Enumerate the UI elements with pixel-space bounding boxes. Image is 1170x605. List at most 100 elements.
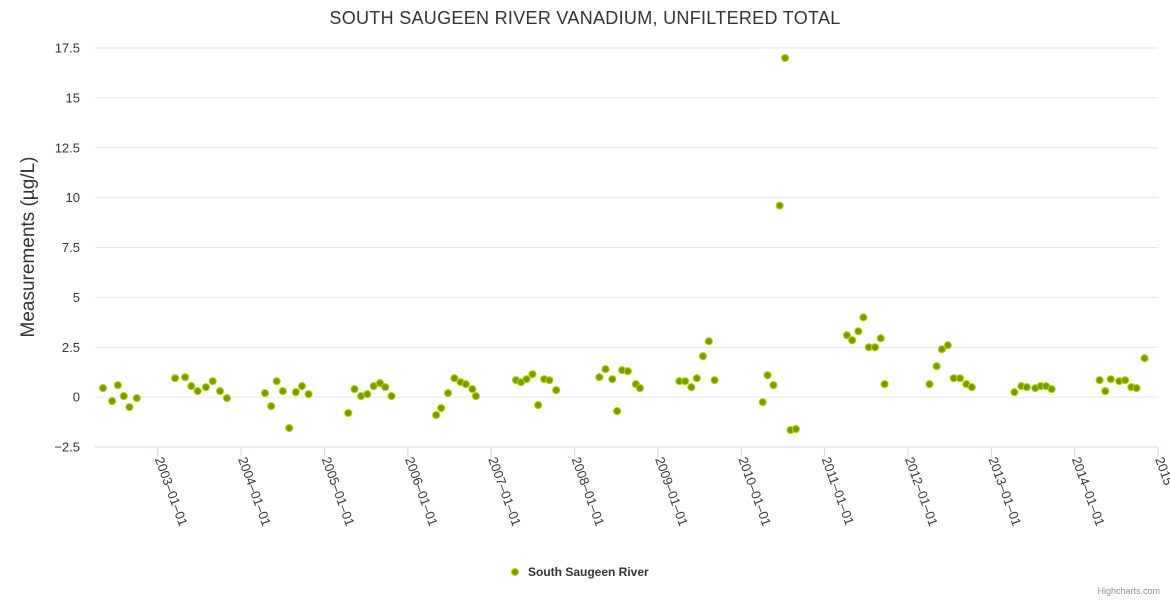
data-point[interactable] [854, 327, 863, 336]
data-point[interactable] [471, 392, 480, 401]
data-point[interactable] [758, 398, 767, 407]
data-point[interactable] [437, 403, 446, 413]
data-point[interactable] [125, 403, 134, 412]
data-point[interactable] [534, 401, 543, 410]
data-point[interactable] [859, 313, 868, 322]
data-point[interactable] [260, 389, 270, 398]
data-point[interactable] [681, 377, 690, 386]
y-axis-ticks: −2.5 0 2.5 5 7.5 10 12.5 15 17.5 [54, 41, 80, 455]
data-point[interactable] [608, 375, 617, 384]
data-point[interactable] [842, 331, 852, 340]
data-point[interactable] [432, 410, 441, 420]
data-point[interactable] [208, 377, 217, 386]
data-point[interactable] [297, 382, 307, 391]
credits-link[interactable]: Highcharts.com [1097, 586, 1160, 596]
data-point[interactable] [171, 374, 180, 383]
data-point[interactable] [623, 367, 632, 376]
data-point[interactable] [775, 201, 784, 210]
data-point[interactable] [967, 383, 976, 392]
data-point[interactable] [710, 376, 719, 385]
data-point[interactable] [468, 385, 477, 394]
data-point[interactable] [113, 381, 122, 390]
data-point[interactable] [181, 373, 190, 382]
data-point[interactable] [215, 387, 225, 396]
y-tick-label: 10 [66, 190, 80, 205]
data-point[interactable] [363, 390, 372, 399]
x-tick-label: 2015 [1152, 455, 1170, 487]
data-point[interactable] [1095, 376, 1104, 385]
data-point[interactable] [1010, 388, 1019, 397]
data-point[interactable] [791, 424, 800, 434]
data-point[interactable] [461, 380, 470, 389]
data-point[interactable] [698, 352, 708, 361]
data-point[interactable] [687, 383, 696, 392]
data-point[interactable] [1132, 384, 1141, 393]
data-point[interactable] [601, 365, 610, 374]
data-point[interactable] [769, 381, 778, 390]
data-point[interactable] [1022, 383, 1031, 392]
y-tick-label: 12.5 [55, 140, 80, 155]
data-point[interactable] [267, 402, 276, 411]
x-tick-label: 2006–01–01 [402, 455, 441, 528]
y-tick-label: 5 [73, 290, 80, 305]
data-point[interactable] [108, 397, 117, 406]
data-point[interactable] [285, 423, 294, 433]
data-point[interactable] [552, 386, 561, 395]
data-point[interactable] [876, 334, 885, 343]
data-point[interactable] [291, 388, 300, 397]
data-point[interactable] [187, 382, 196, 391]
data-point[interactable] [848, 336, 857, 345]
data-point[interactable] [704, 337, 713, 346]
y-tick-label: 0 [73, 390, 80, 405]
data-point[interactable] [781, 53, 790, 63]
y-tick-label: 15 [66, 90, 80, 105]
data-point[interactable] [522, 375, 531, 384]
data-point[interactable] [193, 387, 202, 396]
data-point[interactable] [528, 370, 537, 379]
data-point[interactable] [545, 376, 554, 385]
data-point[interactable] [304, 390, 313, 399]
data-point[interactable] [132, 394, 141, 403]
data-point[interactable] [278, 387, 287, 396]
y-tick-label: 2.5 [62, 340, 80, 355]
legend[interactable]: South Saugeen River [511, 565, 650, 579]
data-point[interactable] [344, 408, 353, 418]
data-point[interactable] [692, 374, 701, 383]
data-point[interactable] [635, 384, 645, 393]
x-tick-label: 2013–01–01 [986, 455, 1025, 528]
data-point[interactable] [201, 383, 211, 392]
data-point[interactable] [1140, 354, 1149, 363]
data-point[interactable] [1106, 375, 1115, 384]
data-point[interactable] [937, 345, 946, 354]
data-point[interactable] [763, 371, 772, 380]
x-tick-label: 2005–01–01 [319, 455, 358, 528]
data-point[interactable] [932, 362, 941, 371]
data-point[interactable] [450, 374, 459, 383]
data-point[interactable] [1101, 387, 1110, 396]
y-tick-label: 17.5 [55, 41, 80, 56]
data-point[interactable] [956, 374, 965, 383]
data-point[interactable] [443, 389, 453, 398]
data-point[interactable] [350, 385, 359, 394]
x-tick-label: 2012–01–01 [902, 455, 941, 528]
data-point[interactable] [880, 380, 889, 389]
data-point[interactable] [1121, 376, 1130, 385]
data-point[interactable] [119, 392, 128, 401]
grid-lines [95, 47, 1158, 448]
legend-item-label[interactable]: South Saugeen River [528, 565, 649, 579]
data-point[interactable] [98, 384, 108, 393]
data-point[interactable] [925, 380, 934, 389]
data-point[interactable] [870, 343, 880, 352]
data-point[interactable] [595, 373, 604, 382]
data-point[interactable] [1047, 385, 1056, 394]
data-point[interactable] [381, 383, 390, 392]
data-point[interactable] [387, 392, 396, 401]
data-point[interactable] [613, 406, 622, 416]
data-point[interactable] [272, 377, 281, 386]
x-tick-label: 2010–01–01 [735, 455, 774, 528]
data-point[interactable] [943, 341, 952, 350]
y-axis-label: Measurements (µg/L) [18, 157, 39, 338]
x-tick-label: 2011–01–01 [819, 455, 857, 527]
data-point[interactable] [222, 394, 232, 403]
